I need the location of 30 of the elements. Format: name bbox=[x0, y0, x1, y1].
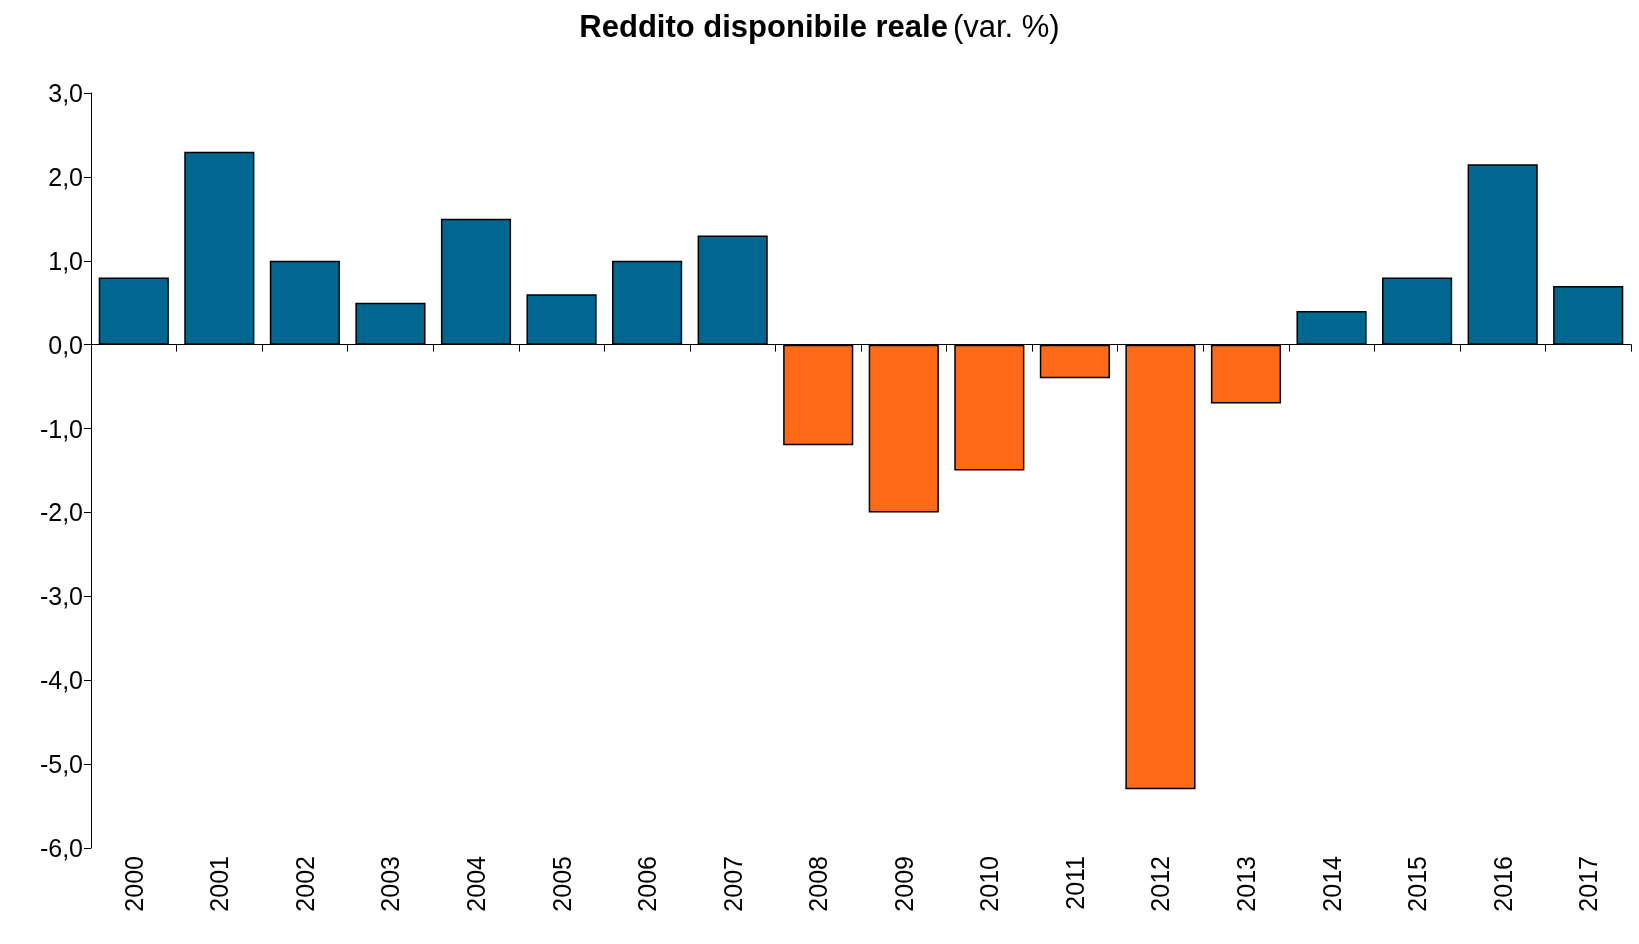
chart-title: Reddito disponibile reale bbox=[579, 9, 948, 44]
x-tick-label: 2015 bbox=[1403, 856, 1432, 912]
x-tick-label: 2007 bbox=[718, 856, 747, 912]
x-tick-label: 2001 bbox=[205, 856, 234, 912]
y-tick-label: -6,0 bbox=[39, 834, 83, 862]
y-tick-label: -3,0 bbox=[39, 582, 83, 611]
x-tick-label: 2000 bbox=[119, 856, 148, 912]
y-tick-label: 1,0 bbox=[48, 246, 83, 275]
y-tick-label: 3,0 bbox=[48, 79, 83, 107]
y-tick-label: -2,0 bbox=[39, 498, 83, 527]
x-tick-label: 2004 bbox=[462, 855, 490, 912]
x-tick-label: 2017 bbox=[1574, 856, 1603, 912]
x-tick-label: 2003 bbox=[376, 856, 405, 912]
x-tick-label: 2008 bbox=[804, 856, 833, 912]
x-tick-label: 2009 bbox=[889, 856, 918, 912]
x-tick-label: 2005 bbox=[547, 856, 576, 912]
x-tick-label: 2016 bbox=[1488, 856, 1517, 912]
y-tick-label: -5,0 bbox=[39, 750, 83, 779]
y-tick-label: 2,0 bbox=[48, 162, 83, 191]
x-tick-label: 2002 bbox=[290, 856, 319, 912]
y-tick-label: -4,0 bbox=[39, 666, 83, 695]
x-tick-label: 2010 bbox=[975, 856, 1004, 912]
y-tick-label: -1,0 bbox=[39, 414, 83, 443]
x-tick-label: 2011 bbox=[1060, 856, 1089, 910]
x-tick-label: 2014 bbox=[1317, 855, 1346, 912]
x-tick-label: 2013 bbox=[1232, 856, 1260, 912]
x-tick-label: 2012 bbox=[1146, 856, 1175, 912]
chart-subtitle: (var. %) bbox=[952, 9, 1060, 44]
x-tick-label: 2006 bbox=[633, 856, 662, 912]
y-tick-label: 0,0 bbox=[48, 330, 83, 359]
